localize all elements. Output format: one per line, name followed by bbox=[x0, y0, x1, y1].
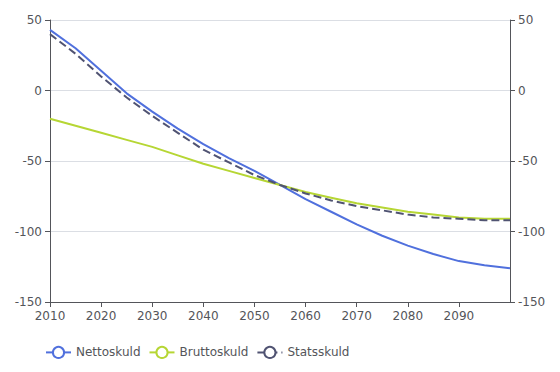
svg-text:2040: 2040 bbox=[188, 309, 219, 323]
svg-text:50: 50 bbox=[518, 13, 533, 27]
svg-text:-150: -150 bbox=[15, 295, 42, 309]
svg-text:-50: -50 bbox=[518, 154, 538, 168]
svg-text:0: 0 bbox=[34, 84, 42, 98]
svg-text:Bruttoskuld: Bruttoskuld bbox=[180, 345, 249, 359]
svg-text:2020: 2020 bbox=[86, 309, 117, 323]
svg-text:Statsskuld: Statsskuld bbox=[287, 345, 349, 359]
svg-text:2060: 2060 bbox=[290, 309, 321, 323]
svg-text:2050: 2050 bbox=[239, 309, 270, 323]
svg-text:Nettoskuld: Nettoskuld bbox=[76, 345, 141, 359]
svg-text:2070: 2070 bbox=[341, 309, 372, 323]
svg-text:2010: 2010 bbox=[35, 309, 66, 323]
svg-text:-50: -50 bbox=[22, 154, 42, 168]
svg-text:-100: -100 bbox=[518, 225, 545, 239]
svg-text:-100: -100 bbox=[15, 225, 42, 239]
svg-text:0: 0 bbox=[518, 84, 526, 98]
svg-text:50: 50 bbox=[27, 13, 42, 27]
svg-text:2080: 2080 bbox=[393, 309, 424, 323]
svg-text:2090: 2090 bbox=[444, 309, 475, 323]
svg-text:-150: -150 bbox=[518, 295, 545, 309]
svg-text:2030: 2030 bbox=[137, 309, 168, 323]
